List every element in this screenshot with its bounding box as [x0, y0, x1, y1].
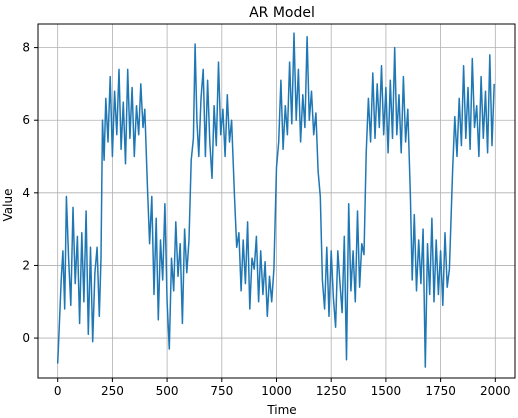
y-axis-label: Value [1, 189, 15, 222]
x-tick-label: 250 [101, 384, 124, 398]
x-tick-label: 750 [210, 384, 233, 398]
y-tick-label: 0 [22, 331, 30, 345]
x-tick-label: 500 [156, 384, 179, 398]
y-axis: 0 2 4 6 8 [22, 41, 38, 345]
x-tick-label: 1000 [261, 384, 292, 398]
series-line-0 [56, 32, 495, 368]
x-axis: 0 250 500 750 1000 1250 1500 1750 2000 [54, 378, 511, 398]
x-axis-label: Time [266, 403, 296, 417]
y-tick-label: 8 [22, 41, 30, 55]
x-tick-label: 0 [54, 384, 62, 398]
y-tick-label: 6 [22, 113, 30, 127]
y-tick-label: 4 [22, 186, 30, 200]
chart-title: AR Model [249, 5, 315, 21]
x-tick-label: 2000 [480, 384, 511, 398]
series-layer [56, 32, 495, 368]
x-tick-label: 1750 [425, 384, 456, 398]
x-tick-label: 1250 [316, 384, 347, 398]
y-tick-label: 2 [22, 258, 30, 272]
x-tick-label: 1500 [371, 384, 402, 398]
